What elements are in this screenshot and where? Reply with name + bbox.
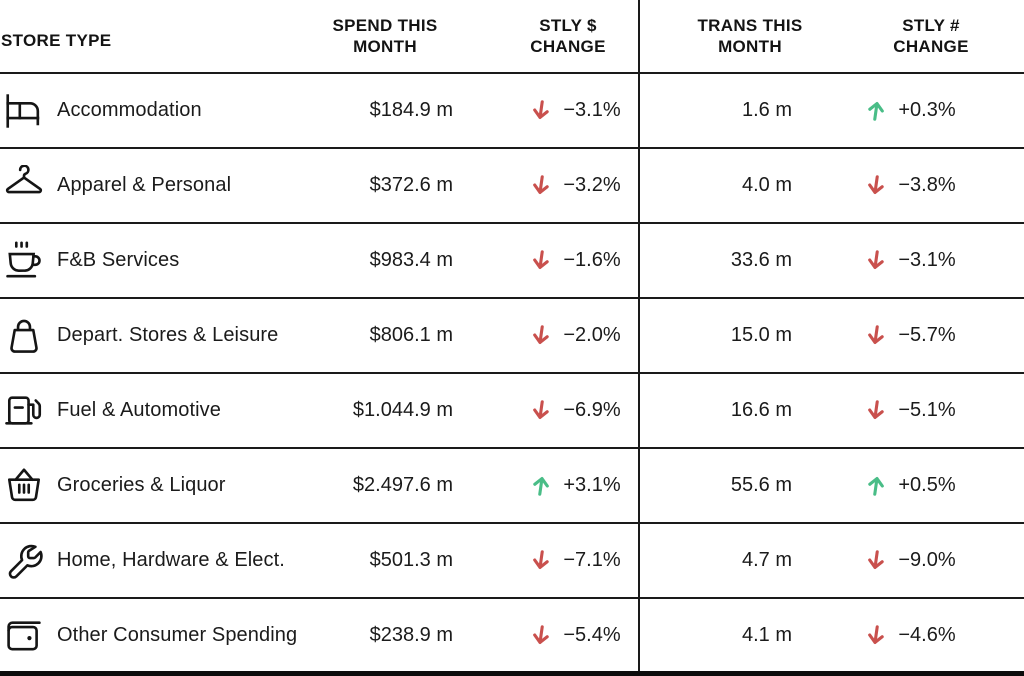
trans-value: 33.6 m bbox=[730, 249, 792, 271]
trend-arrow bbox=[864, 172, 888, 199]
col-header-trans-this-month: TRANS THIS MONTH bbox=[697, 15, 803, 56]
spend-value: $806.1 m bbox=[369, 324, 453, 346]
trans-change-value: −5.7% bbox=[898, 324, 956, 346]
col-header-store-type: STORE TYPE bbox=[0, 0, 310, 72]
table-row: Apparel & Personal $372.6 m −3.2% 4.0 m … bbox=[0, 147, 1024, 222]
spend-change-value: −7.1% bbox=[563, 549, 621, 571]
table-row: Groceries & Liquor $2.497.6 m +3.1% 55.6… bbox=[0, 447, 1024, 522]
spend-value: $501.3 m bbox=[369, 549, 453, 571]
store-type-label: Fuel & Automotive bbox=[57, 399, 222, 421]
fuel-pump-icon bbox=[2, 389, 46, 433]
table-row: Home, Hardware & Elect. $501.3 m −7.1% 4… bbox=[0, 522, 1024, 597]
store-type-label: F&B Services bbox=[57, 249, 180, 271]
spend-change-value: −3.2% bbox=[563, 174, 621, 196]
trend-arrow bbox=[864, 247, 888, 274]
basket-icon bbox=[2, 464, 46, 508]
trans-value: 4.1 m bbox=[741, 624, 792, 646]
trend-arrow bbox=[529, 322, 553, 349]
spend-change-value: −3.1% bbox=[563, 99, 621, 121]
trend-arrow bbox=[529, 622, 553, 649]
trans-change-value: −3.8% bbox=[898, 174, 956, 196]
store-type-label: Home, Hardware & Elect. bbox=[57, 549, 285, 571]
spend-value: $238.9 m bbox=[369, 624, 453, 646]
spend-change-value: −2.0% bbox=[563, 324, 621, 346]
trend-arrow bbox=[864, 97, 888, 124]
spend-value: $372.6 m bbox=[369, 174, 453, 196]
trend-arrow bbox=[529, 472, 553, 499]
table-row: Depart. Stores & Leisure $806.1 m −2.0% … bbox=[0, 297, 1024, 372]
trans-change-value: +0.5% bbox=[898, 474, 956, 496]
spend-value: $1.044.9 m bbox=[352, 399, 453, 421]
spend-value: $2.497.6 m bbox=[352, 474, 453, 496]
store-type-label: Groceries & Liquor bbox=[57, 474, 226, 496]
spend-change-value: −1.6% bbox=[563, 249, 621, 271]
trend-arrow bbox=[529, 397, 553, 424]
shopping-bag-icon bbox=[2, 314, 46, 358]
trend-arrow bbox=[864, 622, 888, 649]
store-type-label: Apparel & Personal bbox=[57, 174, 232, 196]
store-type-label: Accommodation bbox=[57, 99, 202, 121]
trend-arrow bbox=[529, 247, 553, 274]
trend-arrow bbox=[529, 97, 553, 124]
wallet-icon bbox=[2, 614, 46, 658]
trend-arrow bbox=[864, 472, 888, 499]
table-row: Accommodation $184.9 m −3.1% 1.6 m +0.3% bbox=[0, 72, 1024, 147]
spend-change-value: −6.9% bbox=[563, 399, 621, 421]
table-row: Fuel & Automotive $1.044.9 m −6.9% 16.6 … bbox=[0, 372, 1024, 447]
trans-value: 55.6 m bbox=[730, 474, 792, 496]
hanger-icon bbox=[2, 164, 46, 208]
trend-arrow bbox=[529, 172, 553, 199]
table-row: Other Consumer Spending $238.9 m −5.4% 4… bbox=[0, 597, 1024, 671]
col-header-stly-dollar-change: STLY $ CHANGE bbox=[460, 0, 640, 72]
store-type-label: Other Consumer Spending bbox=[57, 624, 298, 646]
trans-change-value: +0.3% bbox=[898, 99, 956, 121]
spend-value: $983.4 m bbox=[369, 249, 453, 271]
trans-value: 16.6 m bbox=[730, 399, 792, 421]
table-header: STORE TYPE SPEND THIS MONTH STLY $ CHANG… bbox=[0, 0, 1024, 72]
coffee-cup-icon bbox=[2, 239, 46, 283]
trans-value: 4.0 m bbox=[741, 174, 792, 196]
spend-change-value: +3.1% bbox=[563, 474, 621, 496]
store-type-label: Depart. Stores & Leisure bbox=[57, 324, 279, 346]
trans-value: 1.6 m bbox=[741, 99, 792, 121]
col-header-label: STORE TYPE bbox=[1, 30, 112, 50]
bed-icon bbox=[2, 89, 46, 133]
trans-change-value: −3.1% bbox=[898, 249, 956, 271]
trend-arrow bbox=[864, 397, 888, 424]
trans-value: 4.7 m bbox=[741, 549, 792, 571]
spend-change-value: −5.4% bbox=[563, 624, 621, 646]
trans-change-value: −9.0% bbox=[898, 549, 956, 571]
wrench-icon bbox=[2, 539, 46, 583]
trans-value: 15.0 m bbox=[730, 324, 792, 346]
spend-value: $184.9 m bbox=[369, 99, 453, 121]
col-header-spend-this-month: SPEND THIS MONTH bbox=[332, 15, 438, 56]
trend-arrow bbox=[864, 547, 888, 574]
trans-change-value: −5.1% bbox=[898, 399, 956, 421]
trend-arrow bbox=[864, 322, 888, 349]
trend-arrow bbox=[529, 547, 553, 574]
col-header-stly-hash-change: STLY # CHANGE bbox=[893, 15, 969, 56]
trans-change-value: −4.6% bbox=[898, 624, 956, 646]
table-row: F&B Services $983.4 m −1.6% 33.6 m −3.1% bbox=[0, 222, 1024, 297]
